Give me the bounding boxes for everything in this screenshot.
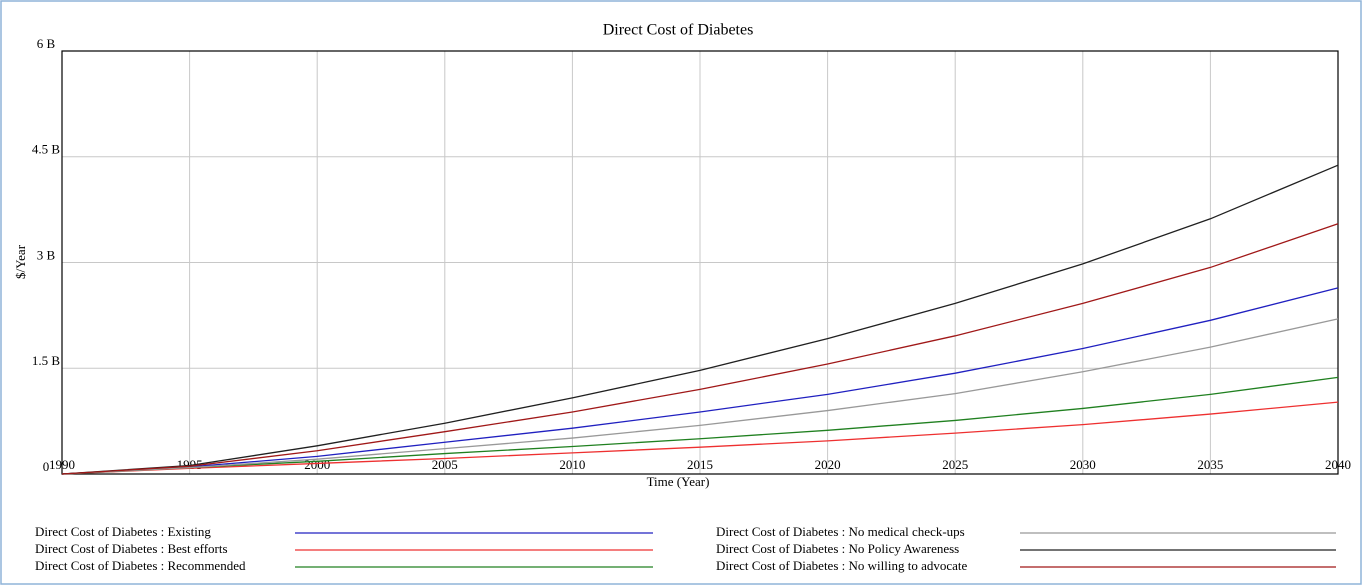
legend-label: Direct Cost of Diabetes : Best efforts — [35, 541, 228, 556]
y-tick-label: 4.5 B — [32, 142, 61, 157]
y-tick-label: 1.5 B — [32, 353, 61, 368]
y-tick-label: 3 B — [37, 247, 56, 262]
x-axis-label: Time (Year) — [647, 474, 710, 489]
legend-label: Direct Cost of Diabetes : No willing to … — [716, 558, 968, 573]
legend-label: Direct Cost of Diabetes : No Policy Awar… — [716, 541, 959, 556]
series-line — [61, 287, 1339, 475]
y-tick-label: 6 B — [37, 36, 56, 51]
chart-title: Direct Cost of Diabetes — [603, 22, 754, 39]
series-line — [61, 164, 1339, 475]
y-axis-label: $/Year — [13, 244, 28, 279]
legend-label: Direct Cost of Diabetes : No medical che… — [716, 524, 965, 539]
legend-label: Direct Cost of Diabetes : Existing — [35, 524, 211, 539]
series-line — [61, 376, 1339, 475]
series-line — [61, 318, 1339, 475]
legend-label: Direct Cost of Diabetes : Recommended — [35, 558, 246, 573]
plot-area — [61, 50, 1339, 475]
series-line — [61, 401, 1339, 475]
series-line — [61, 223, 1339, 475]
y-tick-label: 0 — [43, 459, 50, 474]
